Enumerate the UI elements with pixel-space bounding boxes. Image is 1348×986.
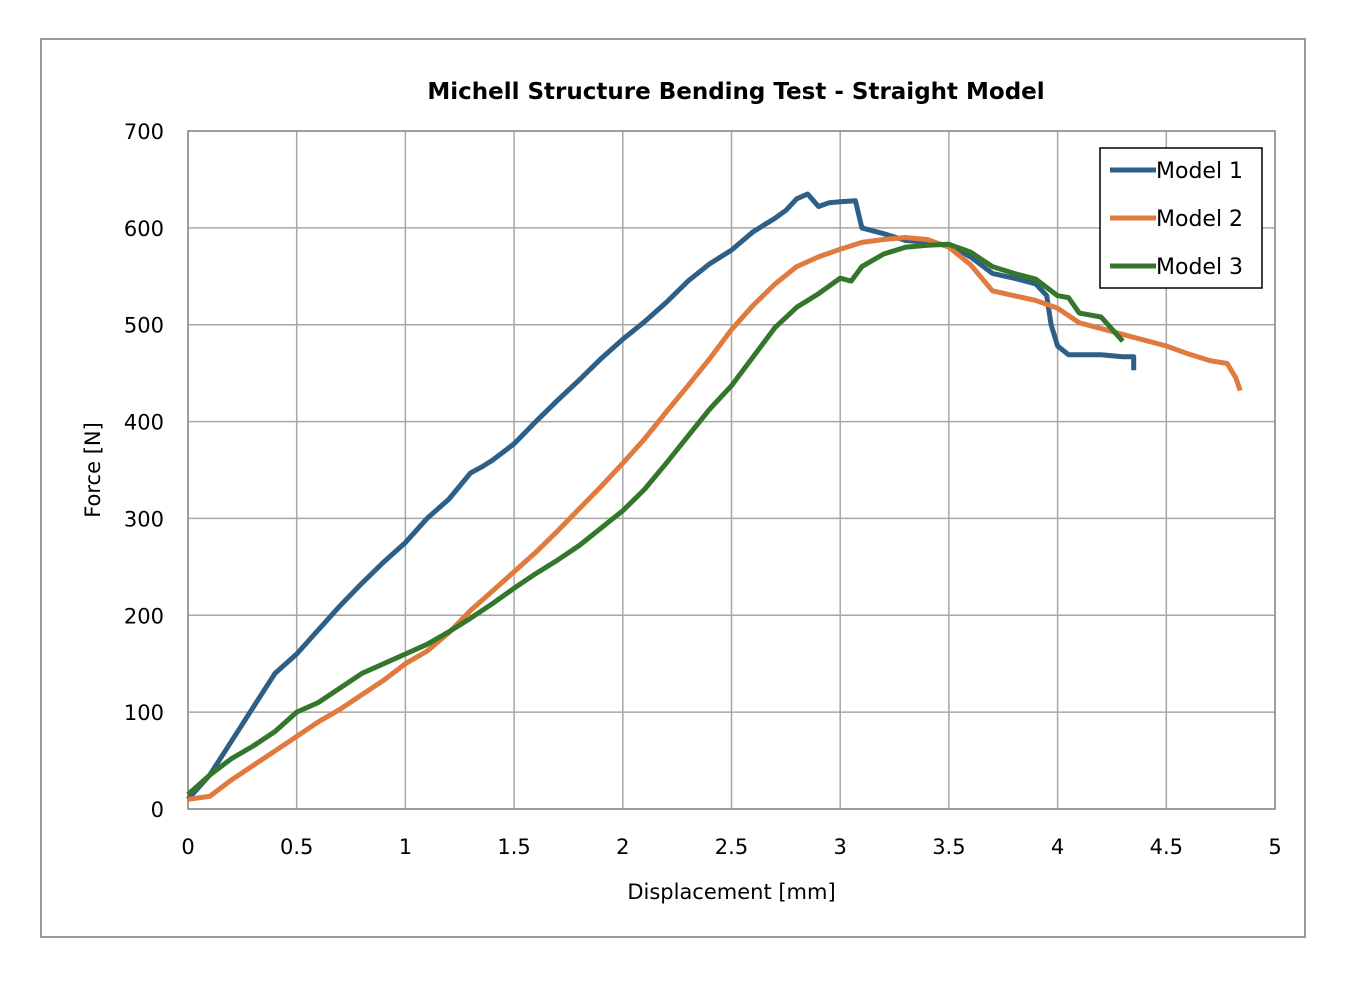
y-tick-label: 0 — [151, 798, 164, 822]
series-line-model-2 — [187, 235, 1243, 802]
series-line-model-3 — [186, 241, 1125, 797]
x-tick-label: 1.5 — [497, 835, 530, 859]
y-tick-label: 600 — [124, 217, 164, 241]
x-tick-label: 4 — [1051, 835, 1064, 859]
y-tick-label: 100 — [124, 701, 164, 725]
x-tick-label: 5 — [1268, 835, 1281, 859]
series-line-model-1 — [186, 191, 1137, 801]
series-layer — [186, 191, 1243, 802]
x-tick-label: 4.5 — [1150, 835, 1183, 859]
x-tick-label: 2 — [616, 835, 629, 859]
plot-area-border — [187, 130, 1276, 810]
legend: Model 1 Model 2 Model 3 — [1099, 147, 1263, 289]
y-tick-label: 700 — [124, 120, 164, 144]
y-tick-label: 300 — [124, 507, 164, 531]
chart-frame: 0 0.5 1 1.5 2 2.5 3 3.5 4 4.5 5 0 100 200 300 400 500 600… — [40, 38, 1306, 938]
y-tick-label: 400 — [124, 411, 164, 435]
tick-layer: 0 0.5 1 1.5 2 2.5 3 3.5 4 4.5 5 0 100 200 300 400 500 600… — [124, 120, 1282, 859]
y-tick-label: 500 — [124, 314, 164, 338]
x-axis-title: Displacement [mm] — [627, 880, 835, 904]
y-tick-label: 200 — [124, 604, 164, 628]
x-tick-label: 0.5 — [280, 835, 313, 859]
x-tick-label: 2.5 — [715, 835, 748, 859]
legend-label-model-2: Model 2 — [1156, 207, 1243, 232]
legend-label-model-3: Model 3 — [1156, 255, 1243, 280]
x-tick-label: 3.5 — [932, 835, 965, 859]
x-tick-label: 1 — [399, 835, 412, 859]
chart-title: Michell Structure Bending Test - Straigh… — [427, 79, 1044, 105]
x-tick-label: 3 — [834, 835, 847, 859]
y-axis-title: Force [N] — [81, 422, 105, 518]
x-tick-label: 0 — [181, 835, 194, 859]
chart-svg: 0 0.5 1 1.5 2 2.5 3 3.5 4 4.5 5 0 100 200 300 400 500 600… — [81, 79, 1282, 904]
legend-label-model-1: Model 1 — [1156, 159, 1243, 184]
